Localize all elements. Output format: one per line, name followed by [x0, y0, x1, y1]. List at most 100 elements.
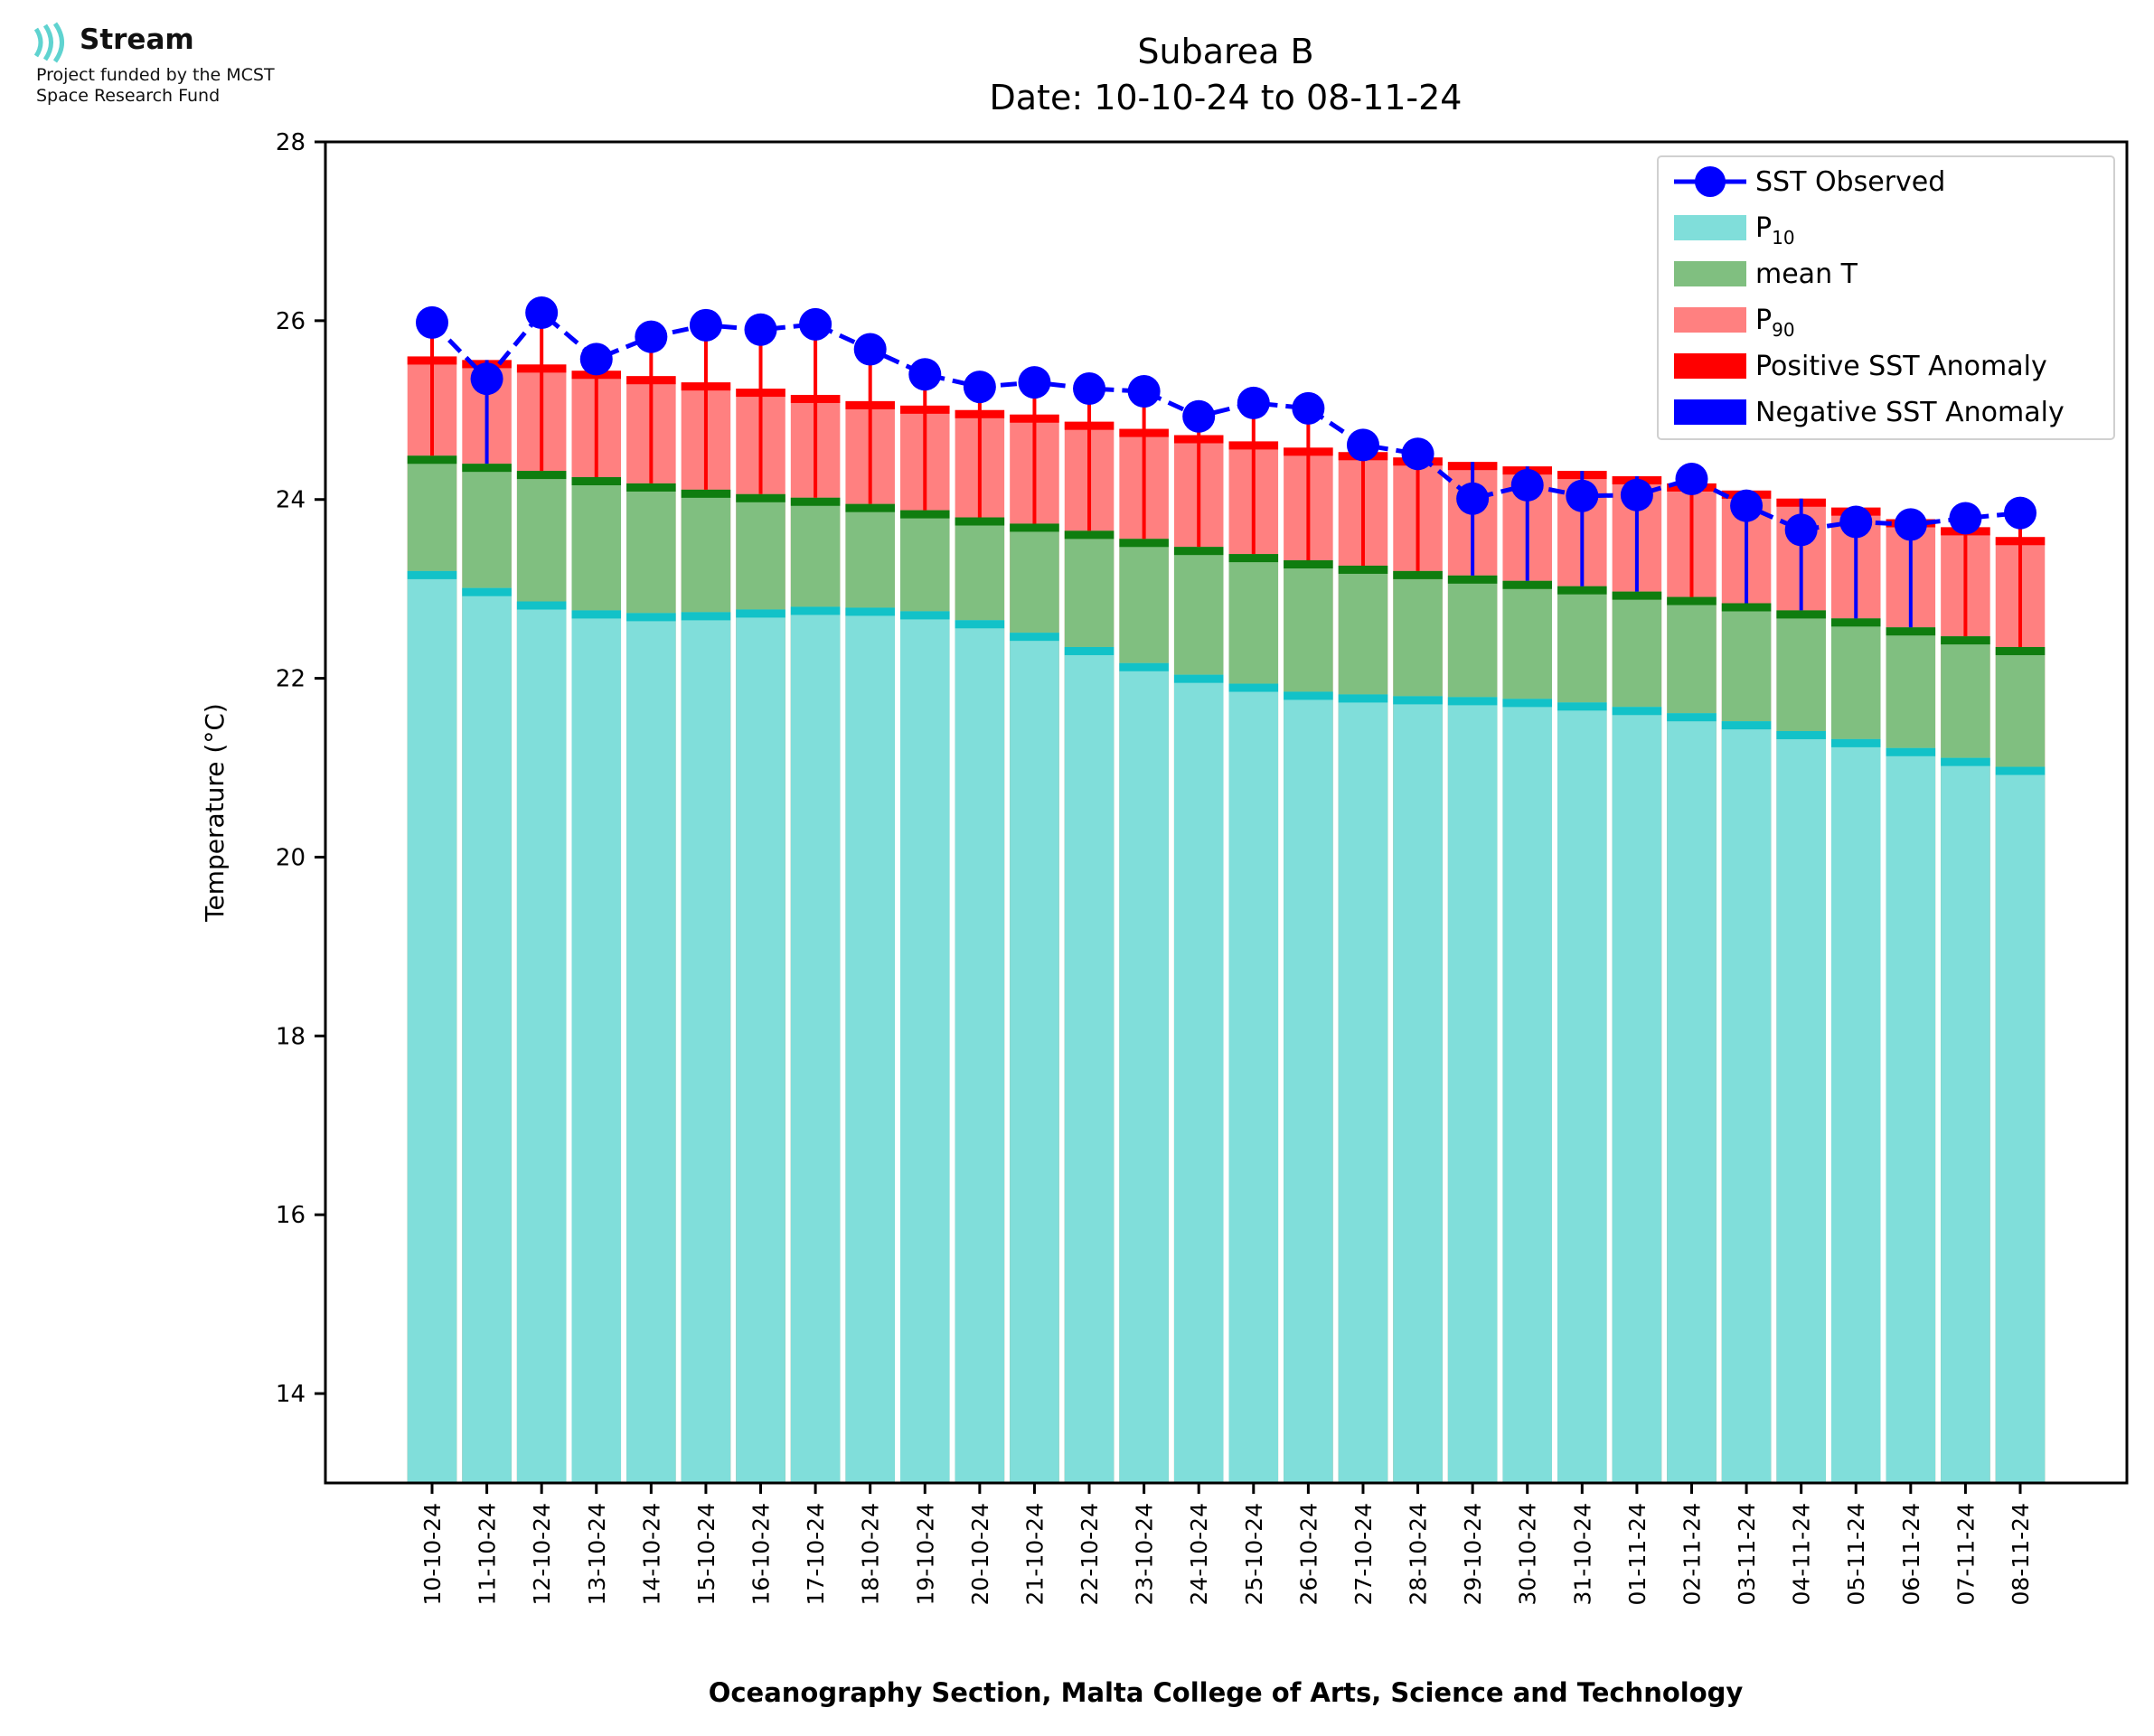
- sst-observed-point: [1073, 372, 1106, 406]
- bar-edge-p10: [736, 609, 785, 618]
- x-tick-label: 17-10-24: [803, 1503, 829, 1605]
- logo-funding-line-2: Space Research Fund: [36, 86, 221, 106]
- y-tick-label: 26: [276, 308, 306, 335]
- sst-observed-line-layer: [416, 296, 2036, 547]
- bar-p10: [845, 607, 895, 1483]
- logo: Stream Project funded by the MCST Space …: [33, 22, 358, 121]
- bar-edge-mean-t: [1010, 523, 1059, 532]
- bar-edge-p10: [1667, 713, 1717, 722]
- x-tick-label: 25-10-24: [1241, 1503, 1267, 1605]
- bar-edge-p10: [462, 587, 512, 596]
- sst-observed-point: [744, 313, 777, 346]
- x-tick-label: 16-10-24: [748, 1503, 775, 1605]
- bar-edge-p10: [1284, 691, 1333, 700]
- bar-edge-mean-t: [462, 464, 512, 473]
- chart-title: Subarea B: [1137, 32, 1313, 71]
- bar-edge-p10: [1721, 721, 1772, 730]
- bar-edge-mean-t: [681, 489, 731, 498]
- sst-observed-point: [416, 305, 448, 339]
- bar-edge-mean-t: [1612, 591, 1662, 600]
- bar-edge-mean-t: [1064, 530, 1115, 540]
- bar-p10: [1941, 757, 1990, 1483]
- sst-observed-point: [1182, 399, 1216, 433]
- bar-edge-mean-t: [1941, 636, 1990, 645]
- anomaly-errorbars-layer: [430, 312, 2022, 647]
- y-tick-label: 28: [276, 129, 306, 156]
- x-axis-label: Oceanography Section, Malta College of A…: [709, 1677, 1744, 1708]
- bar-p10: [1830, 738, 1881, 1483]
- bar-edge-mean-t: [1995, 646, 2046, 655]
- bar-p10: [790, 606, 841, 1483]
- legend-box: [1657, 155, 2115, 440]
- x-tick-label: 11-10-24: [475, 1503, 501, 1605]
- wave-signal-icon: [33, 22, 64, 63]
- x-axis: 10-10-24 11-10-24 12-10-24 13-10-24 14-10-24…: [419, 1483, 2034, 1605]
- bar-edge-mean-t: [1338, 565, 1388, 574]
- bar-p10: [1228, 683, 1279, 1483]
- sst-observed-point: [1894, 508, 1927, 541]
- bar-p10: [1721, 721, 1772, 1483]
- bar-p10: [1667, 713, 1717, 1483]
- bar-p10: [1010, 633, 1059, 1483]
- bar-edge-mean-t: [571, 477, 622, 485]
- bar-edge-p10: [900, 611, 950, 620]
- bar-p10: [1173, 674, 1224, 1483]
- sst-observed-point: [1510, 468, 1544, 502]
- bar-edge-mean-t: [1502, 580, 1552, 589]
- sst-observed-point: [579, 343, 613, 376]
- bar-edge-p10: [626, 613, 676, 622]
- bar-edge-mean-t: [736, 493, 785, 502]
- bar-edge-p10: [1173, 674, 1224, 683]
- legend-patch-swatch: [1674, 353, 1746, 379]
- legend-patch-swatch: [1674, 399, 1746, 425]
- bar-edge-p10: [681, 612, 731, 621]
- bar-edge-p10: [955, 620, 1005, 629]
- bar-edge-p10: [1010, 633, 1059, 642]
- bar-p10: [900, 611, 950, 1483]
- bar-edge-p10: [407, 570, 457, 579]
- bar-edge-mean-t: [900, 510, 950, 519]
- bar-edge-mean-t: [1228, 554, 1279, 563]
- bar-edge-p10: [1886, 747, 1936, 756]
- sst-observed-point: [1784, 513, 1818, 547]
- bar-edge-mean-t: [407, 455, 457, 464]
- y-tick-label: 16: [276, 1202, 306, 1229]
- sst-observed-point: [853, 333, 887, 366]
- x-tick-label: 02-11-24: [1679, 1503, 1705, 1605]
- bar-edge-mean-t: [845, 503, 895, 512]
- bar-p10: [1064, 646, 1115, 1483]
- bar-p10: [1776, 730, 1826, 1483]
- bar-edge-mean-t: [1173, 547, 1224, 556]
- bar-p10: [955, 620, 1005, 1483]
- bar-p10: [736, 609, 785, 1483]
- bar-p10: [407, 570, 457, 1483]
- sst-observed-point: [525, 296, 559, 329]
- bar-p10: [516, 601, 567, 1483]
- bar-edge-mean-t: [955, 517, 1005, 526]
- logo-funding-line-1: Project funded by the MCST: [36, 65, 275, 85]
- bar-p10: [1393, 696, 1443, 1483]
- x-tick-label: 30-10-24: [1515, 1503, 1541, 1605]
- bar-edge-p10: [1941, 757, 1990, 766]
- bar-p10: [571, 610, 622, 1483]
- bar-edge-mean-t: [1776, 610, 1826, 619]
- bar-edge-p10: [516, 601, 567, 610]
- plot-frame: [324, 140, 2129, 1485]
- legend-label: Negative SST Anomaly: [1755, 397, 2065, 428]
- y-axis-label: Temperature (°C): [200, 703, 230, 923]
- x-tick-label: 26-10-24: [1295, 1503, 1322, 1605]
- x-tick-label: 31-10-24: [1569, 1503, 1595, 1605]
- sst-observed-point: [1018, 366, 1051, 399]
- bar-p10: [1612, 707, 1662, 1483]
- y-tick-label: 20: [276, 844, 306, 871]
- x-tick-label: 08-11-24: [2008, 1503, 2034, 1605]
- x-tick-label: 03-11-24: [1734, 1503, 1760, 1605]
- sst-observed-point: [1456, 482, 1490, 515]
- bar-edge-p10: [1228, 683, 1279, 692]
- bar-edge-p10: [1995, 766, 2046, 775]
- y-tick-label: 24: [276, 487, 306, 514]
- bar-edge-p10: [1119, 662, 1169, 671]
- sst-observed-point: [635, 320, 668, 353]
